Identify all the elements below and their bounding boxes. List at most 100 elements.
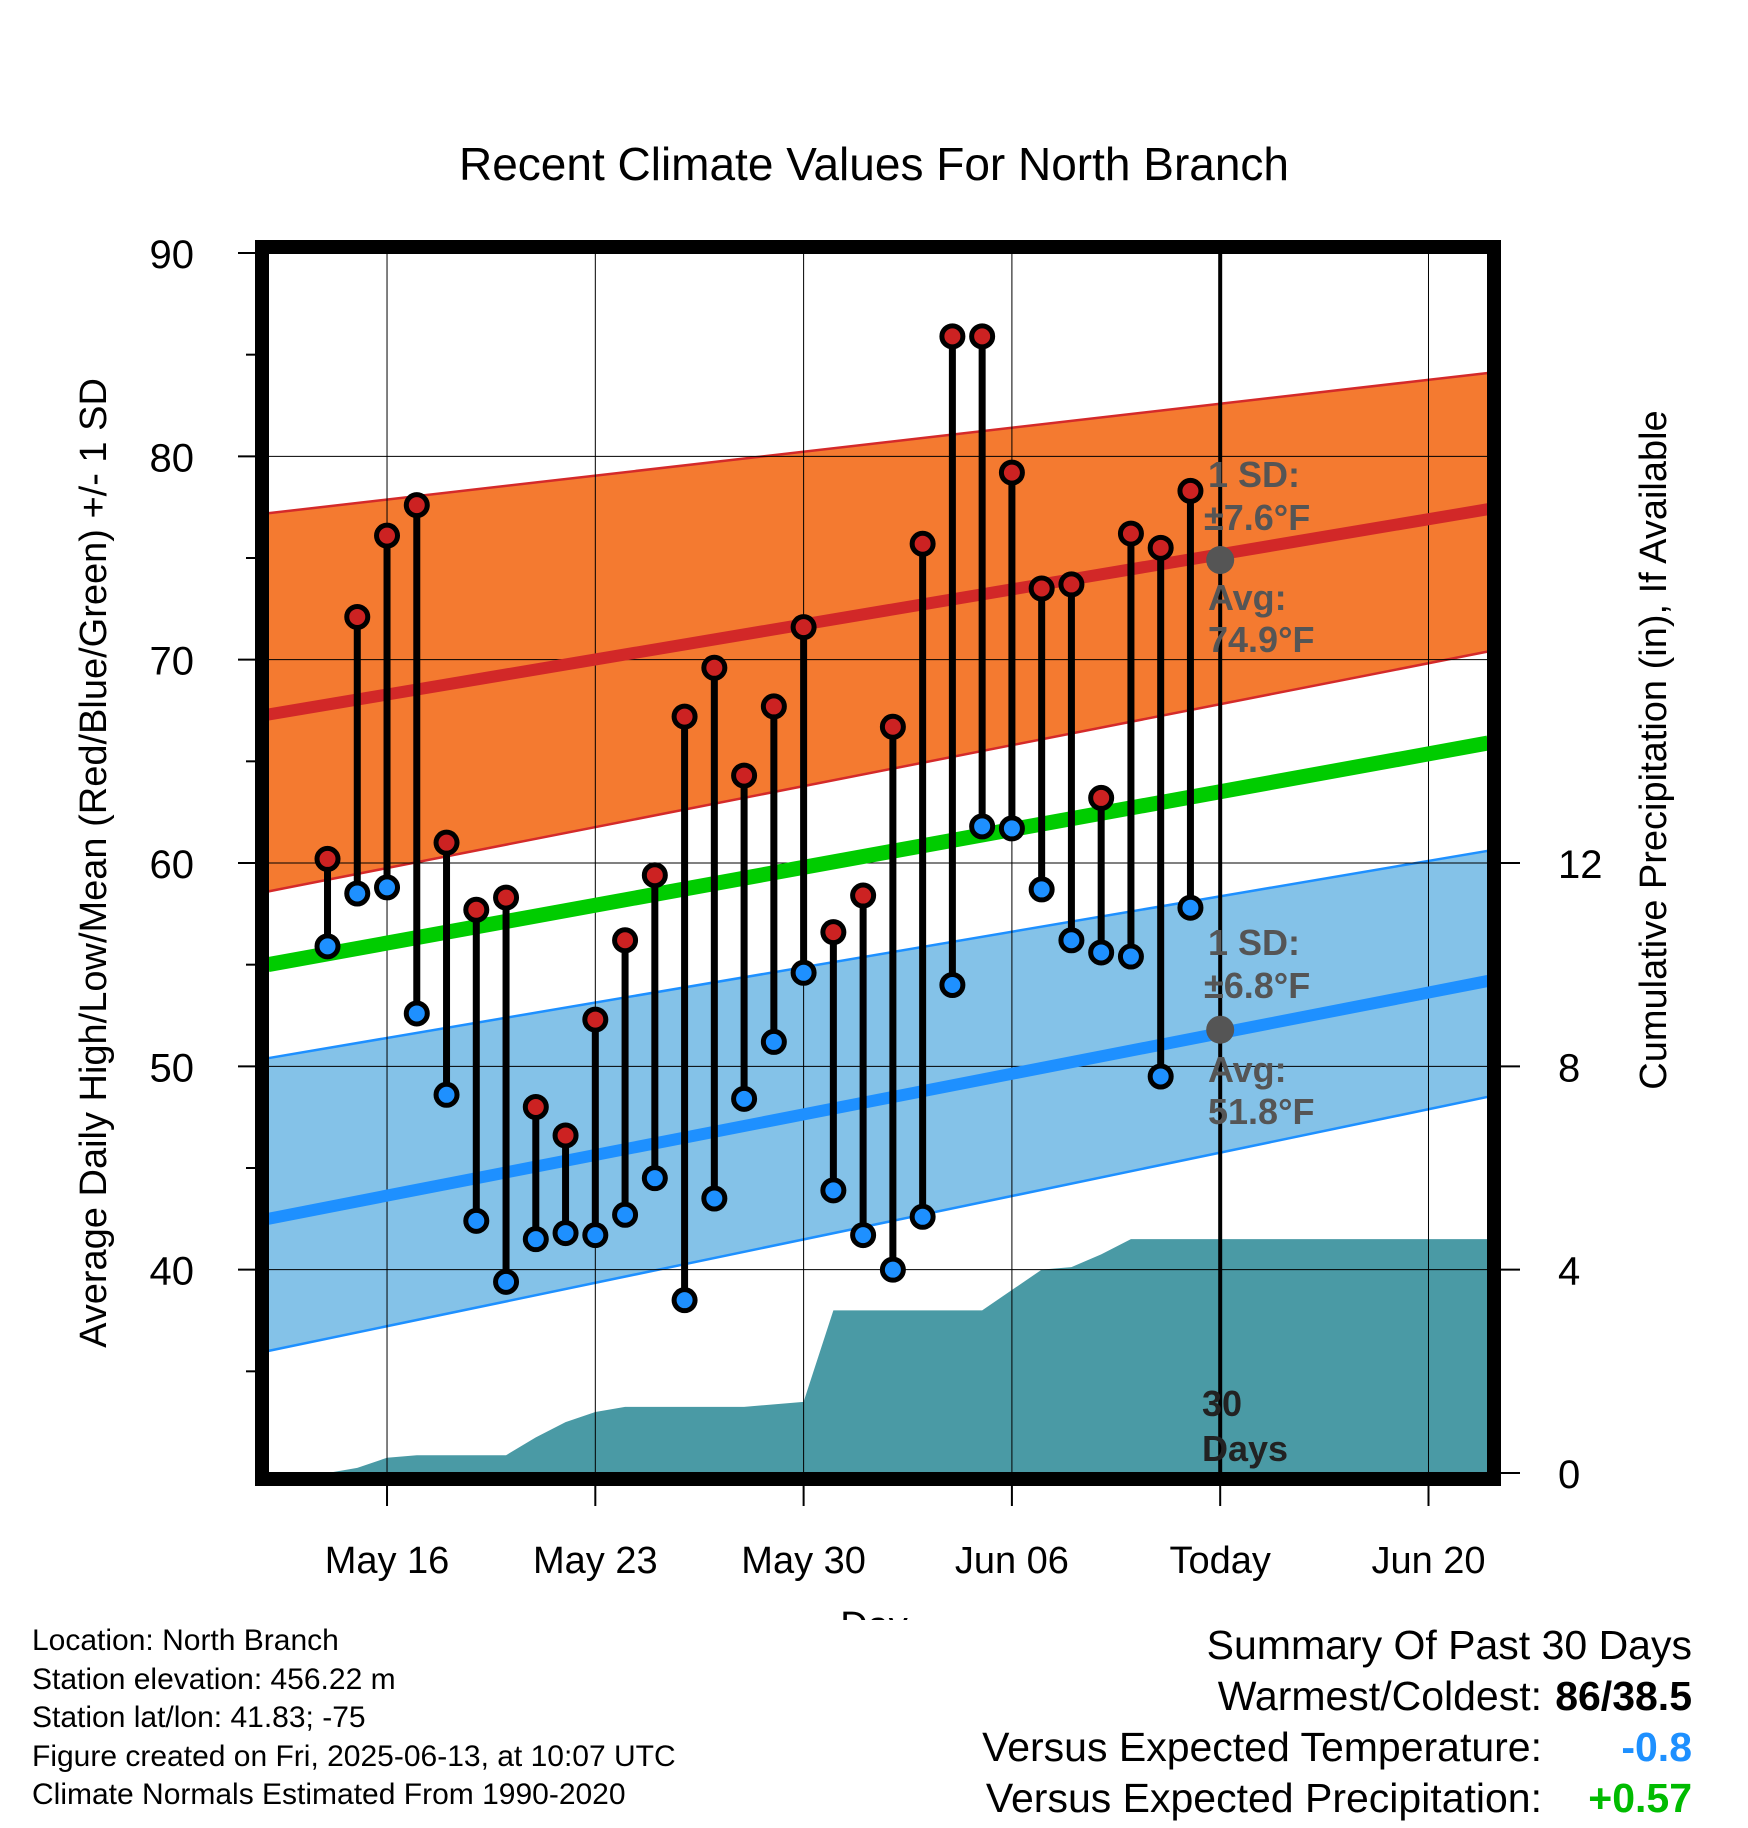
x-tick-label-2: May 30 [741,1540,866,1582]
low-point [612,1201,639,1228]
low-sd-band-upper-edge [267,849,1489,1060]
grid-lines [268,252,1488,1473]
high-avg-value: 74.9°F [1208,619,1314,660]
low-point [463,1207,490,1234]
high-point [641,862,668,889]
low-point [998,815,1025,842]
temp-departure-label: Versus Expected Temperature: [982,1724,1542,1770]
x-axis-label: Day [840,1605,908,1620]
low-point [344,880,371,907]
high-point [374,522,401,549]
chart-title: Recent Climate Values For North Branch [459,138,1289,190]
high-point [879,713,906,740]
normal-annotations: 1 SD: ±7.6°F Avg: 74.9°F 1 SD: ±6.8°F Av… [1202,454,1314,1469]
high-point [1117,520,1144,547]
low-point [552,1220,579,1247]
summary-heading: Summary Of Past 30 Days [1206,1622,1692,1668]
high-point [522,1094,549,1120]
y-tick-label-5: 90 [150,233,195,277]
high-avg-marker [1206,546,1235,575]
x-tick-label-5: Jun 20 [1371,1540,1485,1582]
y2-tick-label-3: 12 [1558,843,1603,887]
high-sd-band-upper-edge [267,371,1489,515]
y2-axis-label: Cumulative Precipitation (in), If Availa… [1633,410,1675,1089]
low-point [641,1165,668,1192]
low-avg-marker [1206,1015,1235,1044]
window-label-unit: Days [1202,1428,1288,1469]
high-point [939,323,966,350]
y-axis-label: Average Daily High/Low/Mean (Red/Blue/Gr… [73,378,115,1348]
high-point [1088,784,1115,811]
precipitation-area-fill [268,1239,1488,1473]
low-avg-label: Avg: [1208,1049,1287,1090]
precipitation-area [268,1239,1488,1473]
plot-frame [255,240,1501,1486]
low-point [701,1185,728,1212]
x-tick-label-1: May 23 [533,1540,658,1582]
y-tick-label-4: 80 [150,436,195,480]
high-point [1147,534,1174,561]
high-point [552,1122,579,1149]
y-tick-label-2: 60 [150,843,195,887]
high-point [1058,571,1085,598]
summary-panel: Summary Of Past 30 Days Warmest/Coldest:… [982,1620,1692,1824]
low-point [314,933,341,960]
normal-lines [266,503,1490,1225]
mean-normal-line [266,735,1490,973]
normals-text: Climate Normals Estimated From 1990-2020 [32,1778,626,1811]
low-point [1058,927,1085,954]
high-normal-line [267,503,1489,721]
window-label-number: 30 [1202,1383,1242,1424]
precip-departure-value: +0.57 [1588,1775,1692,1821]
low-point [433,1081,460,1108]
low-avg-value: 51.8°F [1208,1091,1314,1132]
warmest-coldest-label: Warmest/Coldest: [1217,1673,1542,1719]
low-point [731,1085,758,1112]
low-point [1117,943,1144,970]
y2-tick-label-2: 8 [1558,1046,1580,1090]
high-point [314,845,341,872]
high-point [1028,575,1055,602]
precip-departure-label: Versus Expected Precipitation: [985,1775,1542,1821]
high-sd-value: ±7.6°F [1204,497,1310,538]
low-point [582,1222,609,1249]
warmest-coldest-value: 86/38.5 [1555,1673,1692,1719]
low-point [939,972,966,998]
low-point [374,874,401,901]
high-point [909,530,936,557]
warmest-coldest-row: Warmest/Coldest: 86/38.5 [982,1671,1692,1722]
high-point [463,896,490,923]
low-normal-line [266,975,1490,1225]
high-point [582,1006,609,1033]
high-sd-band-lower-edge [267,650,1489,893]
low-point [1028,876,1055,903]
high-point [612,927,639,954]
high-point [433,829,460,856]
temp-departure-row: Versus Expected Temperature: -0.8 [982,1722,1692,1773]
temp-departure-value: -0.8 [1621,1724,1692,1770]
x-tick-label-0: May 16 [325,1540,450,1582]
high-point [344,603,371,630]
low-point [760,1028,787,1055]
low-sd-value: ±6.8°F [1204,965,1310,1006]
high-avg-label: Avg: [1208,577,1287,618]
low-point [1177,894,1204,921]
y-tick-label-3: 70 [150,640,195,684]
low-point [820,1177,847,1204]
low-point [1088,939,1115,966]
created-text: Figure created on Fri, 2025-06-13, at 10… [32,1739,676,1773]
low-sd-band-lower-edge [267,1095,1489,1353]
high-point [850,882,877,909]
high-point [760,693,787,720]
axes: 40 50 60 70 80 90 0 4 8 12 May 16 May 23 May 30 Jun 0… [150,233,1603,1582]
y2-tick-label-1: 4 [1558,1250,1580,1294]
climate-chart: Recent Climate Values For North Branch 1… [73,138,1675,1620]
high-sd-band [268,372,1488,892]
station-info: Location: North Branch Station elevation… [32,1622,676,1815]
low-point [522,1226,549,1253]
high-point [790,614,817,641]
high-point [403,492,430,519]
high-point [701,654,728,681]
low-point [403,1000,430,1027]
low-point [493,1268,520,1295]
